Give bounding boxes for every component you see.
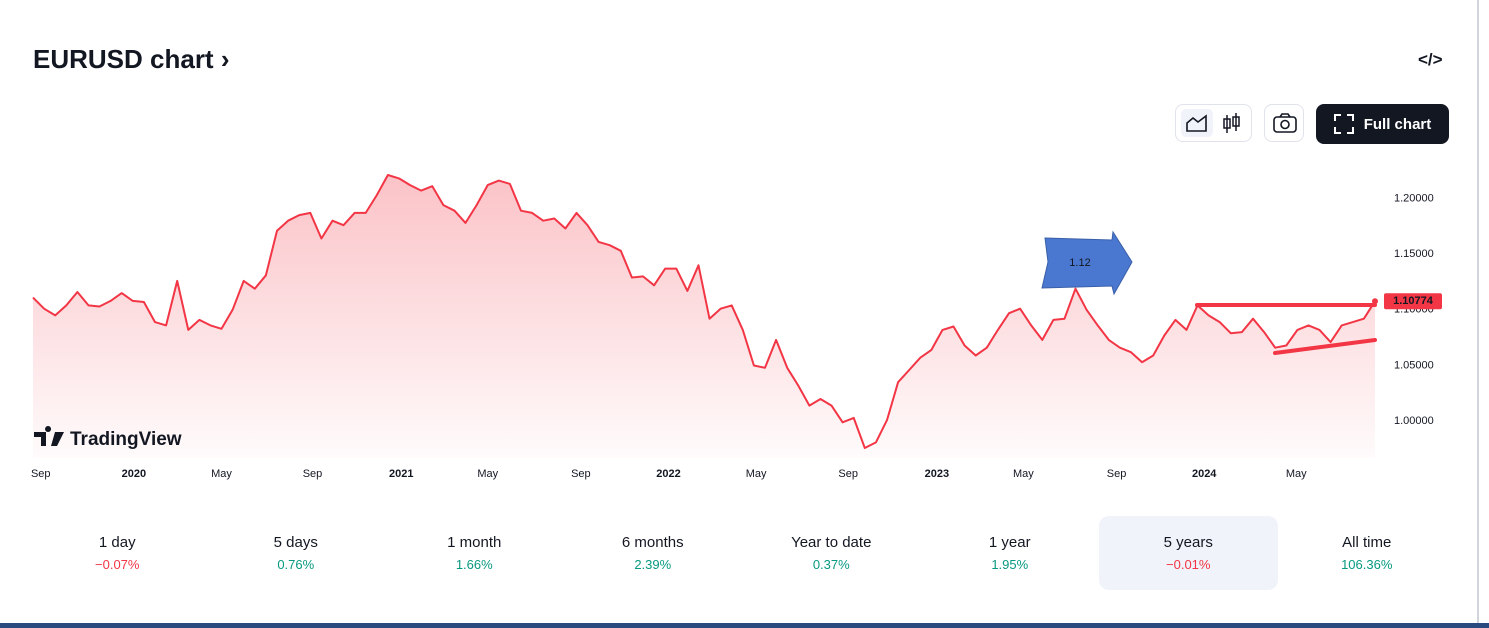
x-tick-label: 2020 bbox=[122, 468, 146, 480]
period-label: Year to date bbox=[791, 534, 872, 551]
period-change: 106.36% bbox=[1341, 557, 1393, 572]
period-label: 1 day bbox=[98, 534, 136, 551]
period-button[interactable]: All time 106.36% bbox=[1278, 516, 1457, 590]
x-tick-label: May bbox=[211, 468, 232, 480]
area-icon bbox=[1186, 114, 1207, 132]
bottom-bar bbox=[0, 623, 1489, 628]
x-tick-label: Sep bbox=[1107, 468, 1127, 480]
fullscreen-icon bbox=[1333, 114, 1354, 134]
y-tick-label: 1.15000 bbox=[1394, 248, 1434, 260]
x-tick-label: 2021 bbox=[389, 468, 413, 480]
title-text[interactable]: EURUSD chart bbox=[33, 44, 214, 74]
x-tick-label: May bbox=[477, 468, 498, 480]
last-price: 1.10774 bbox=[1393, 295, 1434, 307]
x-tick-label: Sep bbox=[838, 468, 858, 480]
period-button[interactable]: 5 days 0.76% bbox=[207, 516, 386, 590]
watermark: TradingView bbox=[70, 429, 182, 450]
period-change: −0.01% bbox=[1166, 557, 1211, 572]
full-chart-button[interactable]: Full chart bbox=[1316, 104, 1449, 144]
price-line bbox=[32, 174, 1376, 449]
period-button[interactable]: 5 years −0.01% bbox=[1099, 516, 1278, 590]
period-label: 1 month bbox=[447, 534, 502, 551]
area bbox=[33, 175, 1375, 458]
style-icons bbox=[1181, 109, 1240, 137]
watermark-logo bbox=[34, 426, 64, 446]
period-change: 0.76% bbox=[277, 557, 315, 572]
x-tick-label: 2023 bbox=[925, 468, 949, 480]
period-label: All time bbox=[1342, 534, 1392, 551]
period-button[interactable]: 1 year 1.95% bbox=[921, 516, 1100, 590]
scrollbar-edge bbox=[1477, 0, 1479, 623]
y-tick-label: 1.05000 bbox=[1394, 359, 1434, 371]
period-label: 5 years bbox=[1163, 534, 1213, 551]
period-label: 1 year bbox=[988, 534, 1031, 551]
x-tick-label: 2024 bbox=[1192, 468, 1217, 480]
chevron: › bbox=[220, 44, 230, 74]
full-chart-label[interactable]: Full chart bbox=[1363, 115, 1432, 133]
period-button[interactable]: 1 day −0.07% bbox=[28, 516, 207, 590]
period-change: 1.66% bbox=[455, 557, 493, 572]
period-change: 2.39% bbox=[634, 557, 672, 572]
period-selector: 1 day −0.07% 5 days 0.76% 1 month 1.66% 6 mont… bbox=[28, 516, 1456, 590]
embed-button[interactable]: </> bbox=[1418, 50, 1443, 69]
candle-icon[interactable] bbox=[1223, 113, 1240, 133]
period-change: 1.95% bbox=[991, 557, 1029, 572]
period-label: 5 days bbox=[273, 534, 318, 551]
period-label: 6 months bbox=[621, 534, 684, 551]
y-tick-label: 1.20000 bbox=[1394, 192, 1434, 204]
x-tick-label: May bbox=[1286, 468, 1307, 480]
x-tick-label: Sep bbox=[31, 468, 51, 480]
period-change: −0.07% bbox=[95, 557, 140, 572]
camera-icon bbox=[1273, 113, 1297, 133]
last-point bbox=[1372, 298, 1378, 305]
period-button[interactable]: 1 month 1.66% bbox=[385, 516, 564, 590]
y-tick-label: 1.00000 bbox=[1394, 415, 1434, 427]
x-tick-label: May bbox=[746, 468, 767, 480]
callout-arrow bbox=[1041, 230, 1133, 296]
x-tick-label: May bbox=[1013, 468, 1034, 480]
chart-title[interactable]: EURUSD chart › bbox=[33, 44, 230, 75]
snapshot-button[interactable] bbox=[1264, 104, 1304, 142]
x-tick-label: Sep bbox=[571, 468, 591, 480]
chart-style-toggle bbox=[1175, 104, 1252, 142]
period-button[interactable]: 6 months 2.39% bbox=[564, 516, 743, 590]
last-price-badge bbox=[1384, 293, 1442, 310]
x-tick-label: 2022 bbox=[656, 468, 680, 480]
trend-line bbox=[1273, 338, 1377, 355]
period-change: 0.37% bbox=[812, 557, 850, 572]
period-button[interactable]: Year to date 0.37% bbox=[742, 516, 921, 590]
callout-label: 1.12 bbox=[1069, 257, 1090, 269]
x-tick-label: Sep bbox=[303, 468, 323, 480]
